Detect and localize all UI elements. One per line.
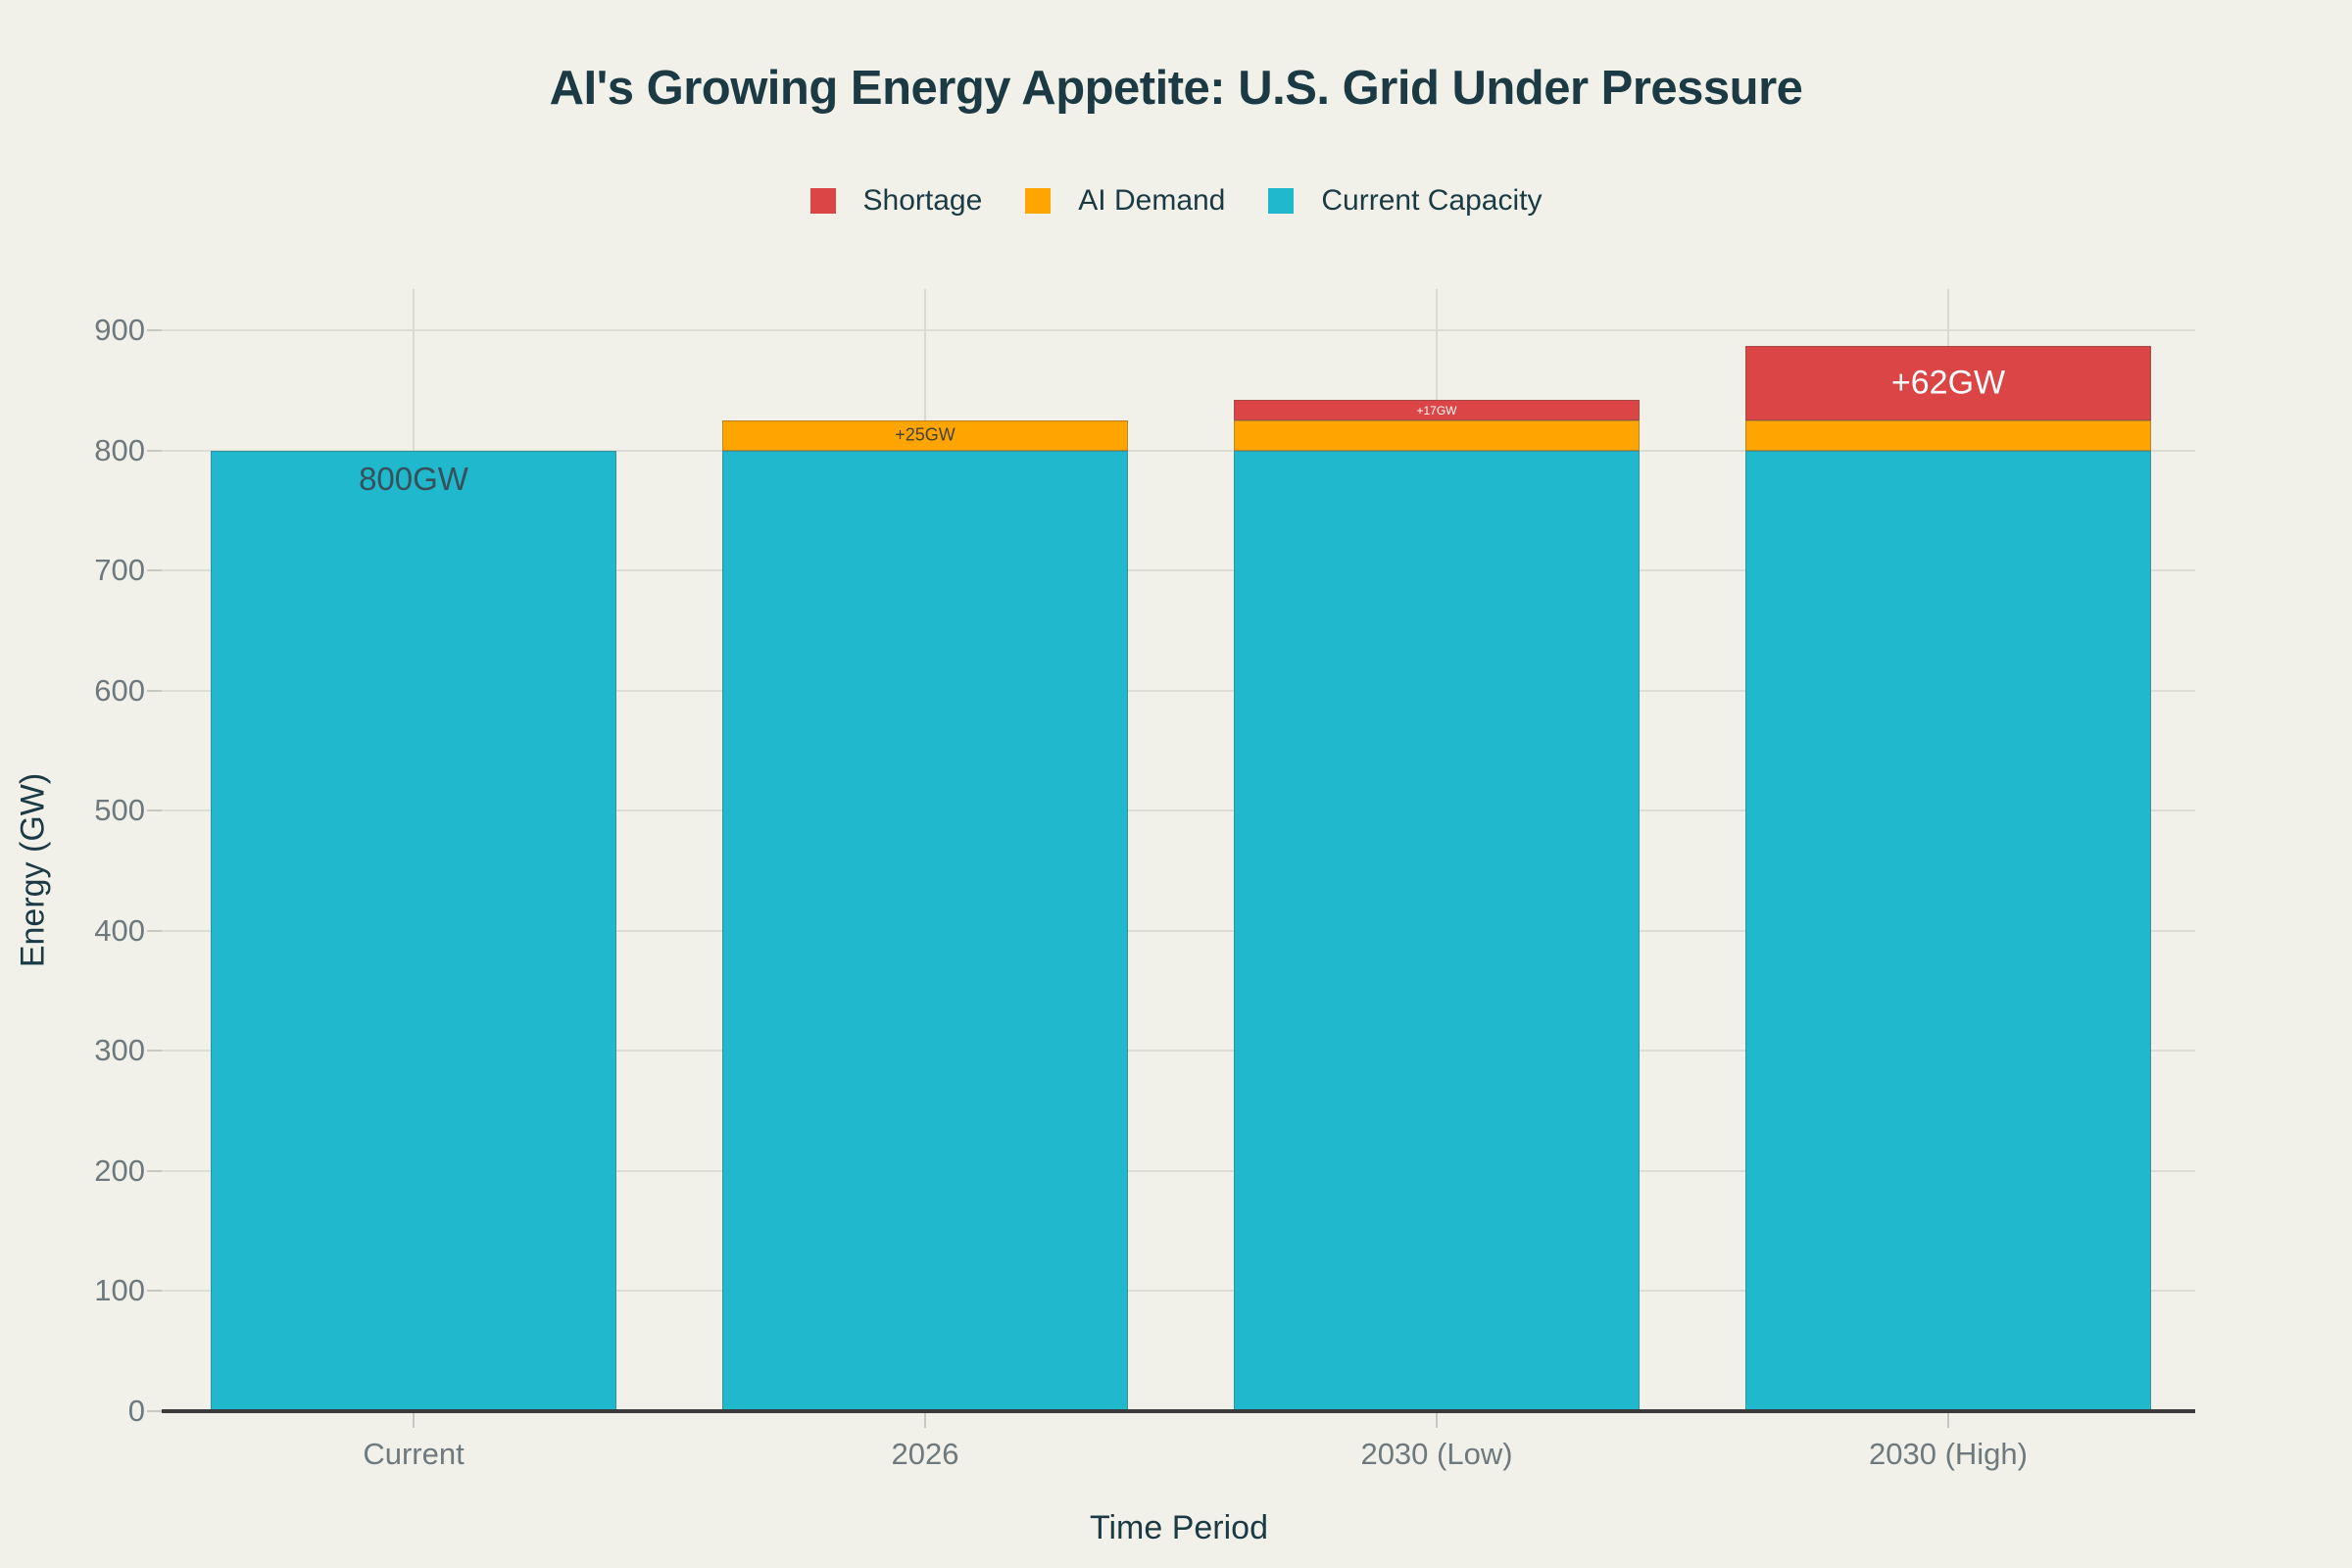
y-tick (147, 449, 162, 452)
chart-legend: Shortage AI Demand Current Capacity (0, 184, 2352, 218)
y-tick-label: 700 (94, 553, 145, 588)
bar-segment-shortage[interactable]: +17GW (1234, 400, 1640, 420)
x-tick-label: Current (363, 1437, 465, 1471)
legend-item-label: AI Demand (1078, 184, 1226, 217)
gridline-y-400 (162, 929, 2195, 932)
y-tick-label: 100 (94, 1273, 145, 1308)
y-tick-label: 200 (94, 1152, 145, 1188)
x-tick-label: 2030 (Low) (1360, 1437, 1513, 1471)
y-tick (147, 1169, 162, 1172)
y-tick-label: 300 (94, 1033, 145, 1068)
y-tick (147, 1410, 162, 1412)
y-tick (147, 689, 162, 692)
bar-segment-current-capacity[interactable] (1745, 450, 2151, 1411)
chart-title: AI's Growing Energy Appetite: U.S. Grid … (549, 62, 1803, 115)
y-tick-label: 500 (94, 793, 145, 828)
gridline-y-100 (162, 1290, 2195, 1293)
legend-item-ai-demand[interactable]: AI Demand (1025, 184, 1225, 218)
y-tick-label: 600 (94, 672, 145, 708)
y-tick-label: 800 (94, 432, 145, 467)
bar-segment-ai-demand[interactable]: +25GW (722, 419, 1128, 451)
y-tick-label: 0 (127, 1394, 145, 1428)
bar-segment-current-capacity[interactable]: 800GW (211, 450, 616, 1411)
gridline-y-700 (162, 569, 2195, 572)
x-tick (413, 1413, 415, 1428)
ai-demand-swatch-icon (1025, 188, 1052, 214)
current-capacity-swatch-icon (1268, 188, 1295, 214)
legend-item-label: Shortage (862, 184, 983, 217)
y-tick (147, 809, 162, 812)
gridline-y-300 (162, 1050, 2195, 1053)
bar-value-label: +17GW (1416, 403, 1457, 417)
x-axis-line (162, 1409, 2195, 1413)
shortage-swatch-icon (809, 188, 836, 214)
y-tick (147, 569, 162, 572)
x-tick-label: 2026 (891, 1437, 959, 1471)
bar-value-label: +25GW (895, 424, 956, 445)
gridline-y-200 (162, 1169, 2195, 1172)
y-tick (147, 1290, 162, 1293)
y-tick (147, 1050, 162, 1053)
gridline-y-500 (162, 809, 2195, 812)
y-axis-title: Energy (GW) (14, 772, 52, 968)
x-tick (1436, 1413, 1438, 1428)
y-tick (147, 929, 162, 932)
x-axis-title: Time Period (1089, 1509, 1269, 1546)
x-tick (1947, 1413, 1949, 1428)
bar-segment-shortage[interactable]: +62GW (1745, 345, 2151, 420)
bar-value-label: 800GW (359, 460, 468, 497)
y-tick (147, 329, 162, 332)
legend-item-current-capacity[interactable]: Current Capacity (1268, 184, 1542, 218)
x-tick-label: 2030 (High) (1869, 1437, 2028, 1471)
bar-segment-ai-demand[interactable] (1234, 419, 1640, 451)
bar-segment-ai-demand[interactable] (1745, 419, 2151, 451)
x-tick (924, 1413, 926, 1428)
bar-segment-current-capacity[interactable] (1234, 450, 1640, 1411)
gridline-y-600 (162, 689, 2195, 692)
legend-item-label: Current Capacity (1321, 184, 1543, 217)
gridline-y-800 (162, 449, 2195, 452)
y-tick-label: 900 (94, 313, 145, 348)
bar-segment-current-capacity[interactable] (722, 450, 1128, 1411)
y-tick-label: 400 (94, 912, 145, 948)
bar-value-label: +62GW (1890, 364, 2006, 402)
legend-item-shortage[interactable]: Shortage (809, 184, 983, 218)
gridline-y-900 (162, 329, 2195, 332)
